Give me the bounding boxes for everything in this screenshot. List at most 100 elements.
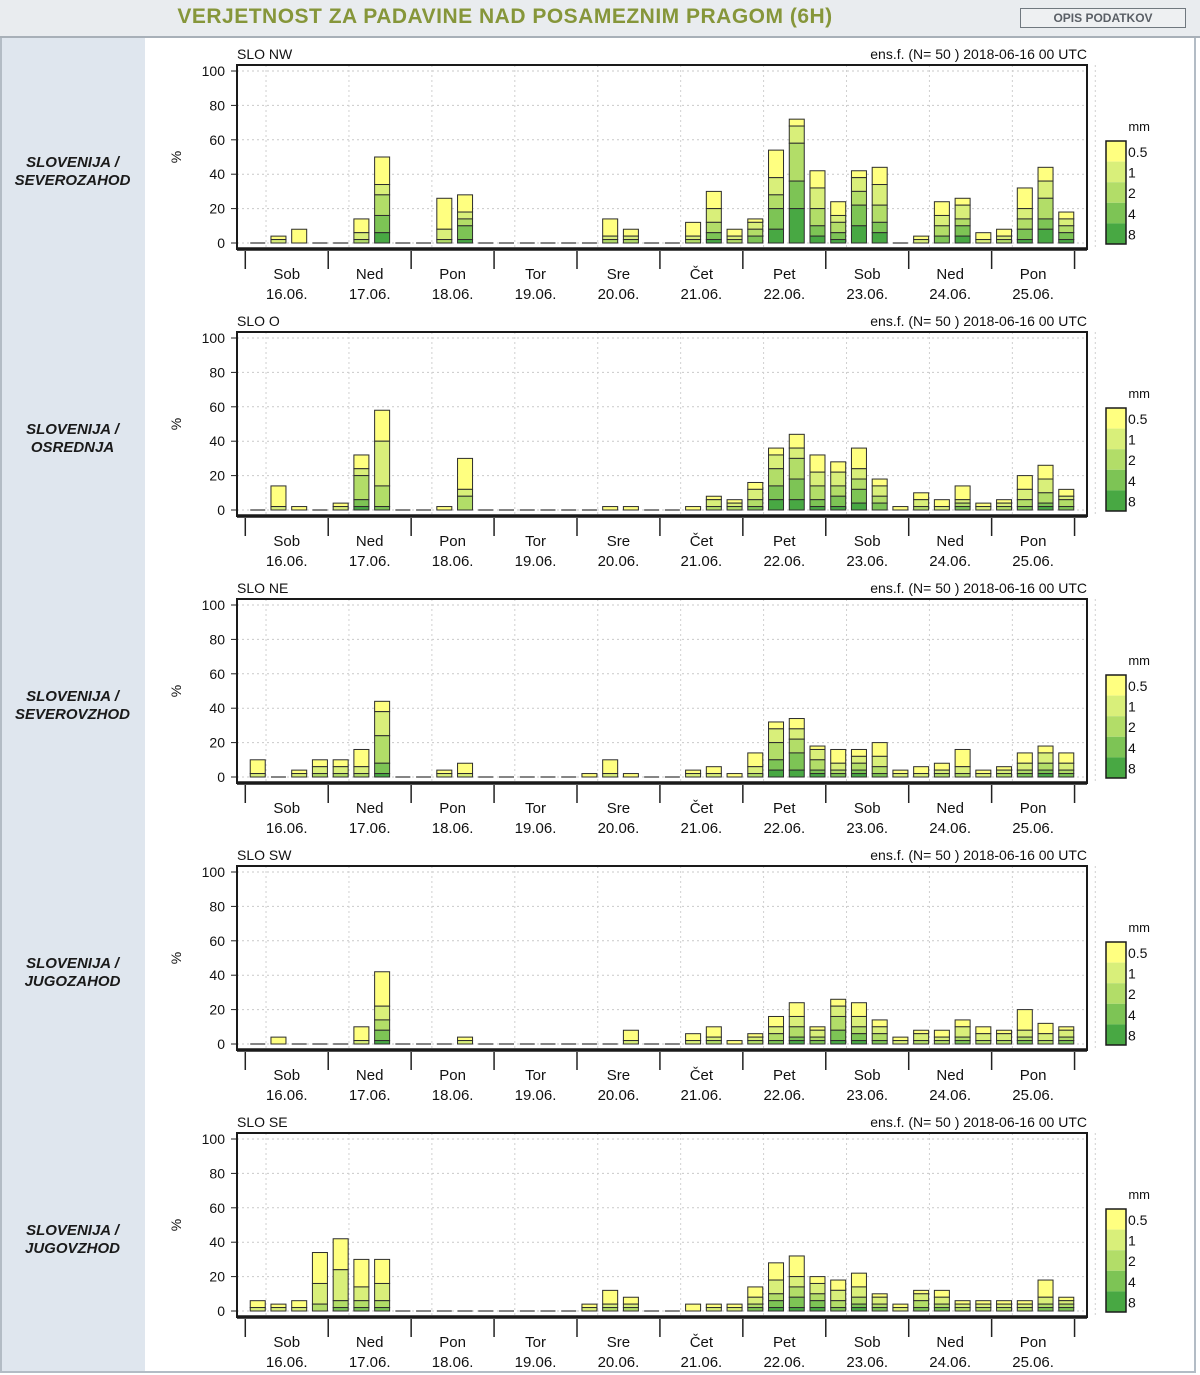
bar-segment	[768, 1279, 785, 1295]
bar-segment	[1016, 1040, 1033, 1045]
bar-segment	[1016, 762, 1033, 771]
day-date-label: 19.06.	[515, 553, 557, 570]
bar-segment	[830, 485, 847, 497]
bar-segment	[788, 142, 805, 182]
bar-segment	[850, 502, 867, 511]
bar	[1037, 1279, 1054, 1312]
bar-segment	[705, 506, 722, 511]
bar-segment	[871, 1307, 888, 1312]
bar-segment	[332, 773, 349, 778]
bar	[913, 1029, 930, 1045]
bar-segment	[622, 1303, 639, 1309]
day-name-label: Pon	[439, 1334, 466, 1351]
legend-frame	[1105, 941, 1127, 1046]
bar	[871, 166, 888, 244]
bar-segment	[622, 228, 639, 237]
bar-segment	[975, 773, 992, 778]
bar-segment	[622, 1307, 639, 1312]
y-axis-label: %	[168, 418, 184, 430]
bar	[788, 1255, 805, 1312]
day-date-label: 21.06.	[681, 1087, 723, 1104]
bar-segment	[374, 214, 391, 234]
y-tick-label: 0	[217, 235, 225, 251]
bar-segment	[850, 1026, 867, 1035]
bar-segment	[913, 1293, 930, 1302]
bar-segment	[871, 166, 888, 186]
bar	[830, 998, 847, 1045]
bar-segment	[768, 177, 785, 196]
bar	[332, 502, 349, 511]
bar-segment	[913, 492, 930, 501]
day-name-label: Pon	[439, 800, 466, 817]
bar-segment	[1037, 762, 1054, 771]
bar	[374, 700, 391, 778]
bar-segment	[850, 468, 867, 480]
day-name-label: Pon	[1020, 1067, 1047, 1084]
bar-segment	[1016, 475, 1033, 490]
y-tick-label: 0	[217, 1303, 225, 1319]
bar-segment	[726, 502, 743, 508]
bar	[830, 461, 847, 511]
bar-segment	[809, 1036, 826, 1042]
bar-segment	[933, 1040, 950, 1045]
data-description-button[interactable]: OPIS PODATKOV	[1020, 8, 1186, 28]
y-tick-label: 20	[209, 735, 225, 751]
bar	[1037, 166, 1054, 244]
bar-segment	[353, 218, 370, 234]
bar	[726, 1040, 743, 1045]
legend-label: 2	[1128, 185, 1136, 201]
bar-segment	[975, 232, 992, 241]
bar-segment	[353, 468, 370, 477]
bar-segment	[1037, 464, 1054, 480]
bar	[270, 235, 287, 244]
bar-segment	[788, 718, 805, 730]
bar-segment	[353, 1040, 370, 1045]
bar-segment	[291, 228, 308, 244]
bar-segment	[457, 211, 474, 220]
y-axis-label: %	[168, 685, 184, 697]
day-date-label: 24.06.	[929, 1087, 971, 1104]
bar-segment	[581, 1303, 598, 1309]
bar	[622, 506, 639, 511]
bar-segment	[809, 471, 826, 487]
legend-swatch	[1106, 757, 1126, 778]
day-date-label: 25.06.	[1012, 553, 1054, 570]
bar-segment	[747, 766, 764, 775]
y-tick-label: 0	[217, 769, 225, 785]
legend-label: 0.5	[1128, 411, 1148, 427]
region-label: SLOVENIJA / JUGOVZHOD	[0, 1222, 145, 1258]
y-tick-label: 40	[209, 967, 225, 983]
bar-segment	[996, 502, 1013, 508]
day-date-label: 23.06.	[846, 286, 888, 303]
bar-segment	[933, 506, 950, 511]
bar	[622, 1029, 639, 1045]
bar	[933, 1029, 950, 1045]
bar-segment	[892, 1303, 909, 1309]
bar-segment	[871, 495, 888, 504]
bar-segment	[1058, 225, 1075, 234]
bar-segment	[768, 1040, 785, 1045]
bar	[270, 485, 287, 511]
bar-segment	[747, 499, 764, 508]
bar-segment	[353, 1258, 370, 1288]
region-label-line1: SLOVENIJA /	[26, 688, 119, 705]
day-date-label: 24.06.	[929, 820, 971, 837]
bar-segment	[850, 204, 867, 227]
bar-segment	[726, 1040, 743, 1045]
bar-segment	[1058, 239, 1075, 244]
day-date-label: 21.06.	[681, 820, 723, 837]
bar-segment	[436, 197, 453, 230]
bar-segment	[249, 759, 266, 775]
bar-segment	[954, 1300, 971, 1305]
bar-segment	[768, 1300, 785, 1309]
bar-segment	[830, 748, 847, 764]
day-name-label: Ned	[936, 266, 964, 283]
bar	[1037, 464, 1054, 511]
bar	[374, 1258, 391, 1312]
day-name-label: Sob	[854, 1067, 881, 1084]
bar-segment	[830, 471, 847, 487]
day-date-label: 18.06.	[432, 1087, 474, 1104]
bar-segment	[788, 208, 805, 244]
bar-segment	[954, 197, 971, 206]
bar-segment	[311, 1303, 328, 1312]
